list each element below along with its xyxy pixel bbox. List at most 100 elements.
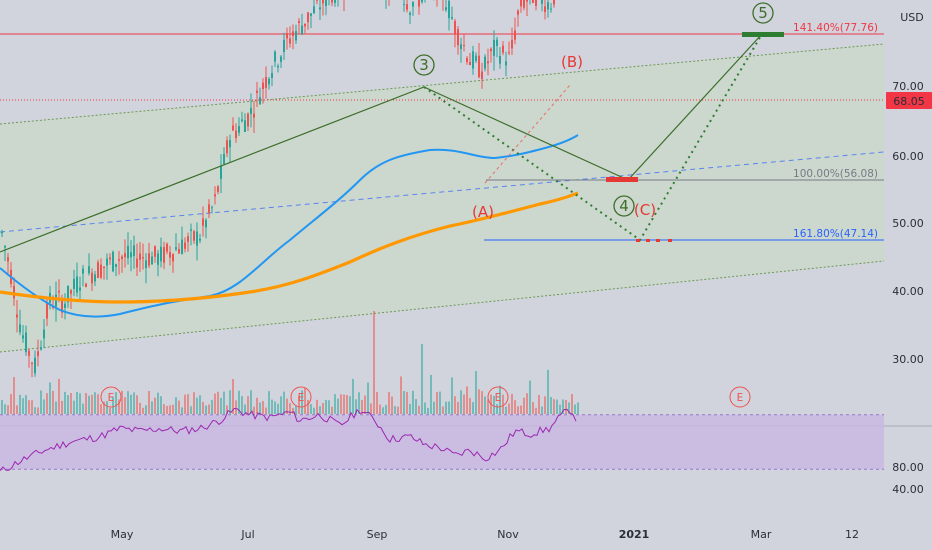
volume-bar xyxy=(217,391,219,414)
volume-bar xyxy=(556,399,558,414)
volume-bar xyxy=(82,403,84,414)
volume-bar xyxy=(553,399,555,414)
volume-bar xyxy=(91,394,93,414)
volume-bar xyxy=(169,405,171,414)
candle-body xyxy=(292,31,294,36)
candle-body xyxy=(136,258,138,268)
wave-5-projection-line xyxy=(627,33,763,181)
candle-body xyxy=(127,245,129,259)
volume-bar xyxy=(166,405,168,414)
volume-bar xyxy=(277,403,279,414)
candle-body xyxy=(274,51,276,62)
candle-body xyxy=(211,207,213,209)
volume-bar xyxy=(385,405,387,414)
wave-3-label-circle xyxy=(413,54,435,76)
volume-bar xyxy=(55,401,57,414)
volume-bar xyxy=(94,392,96,414)
candle-body xyxy=(244,120,246,133)
volume-bar xyxy=(538,394,540,414)
volume-bar xyxy=(1,399,3,414)
candle-body xyxy=(25,332,27,353)
price-tick-label: 30.00 xyxy=(892,353,924,366)
candle-body xyxy=(526,0,528,2)
volume-bar xyxy=(202,401,204,414)
candle-body xyxy=(16,314,18,318)
volume-bar xyxy=(442,406,444,414)
volume-bar xyxy=(367,382,369,414)
candle-body xyxy=(325,0,327,7)
volume-bar xyxy=(382,407,384,414)
volume-bar xyxy=(262,401,264,414)
last-price-label: 68.05 xyxy=(893,95,925,108)
candle-body xyxy=(37,351,39,357)
rsi-tick-label: 80.00 xyxy=(892,461,924,474)
volume-bar xyxy=(274,401,276,414)
channel-lower-line xyxy=(0,260,885,353)
volume-bar xyxy=(466,386,468,414)
wave-5-label-circle xyxy=(752,2,774,24)
volume-bar xyxy=(391,396,393,414)
candle-body xyxy=(301,25,303,34)
earnings-marker: E xyxy=(737,392,744,404)
volume-bar xyxy=(364,395,366,414)
volume-bar xyxy=(31,400,33,414)
volume-bar xyxy=(472,402,474,414)
price-tick-label: 70.00 xyxy=(892,80,924,93)
volume-bar xyxy=(457,401,459,414)
volume-bar xyxy=(187,394,189,414)
volume-bar xyxy=(61,400,63,414)
volume-bar xyxy=(73,400,75,414)
candle-body xyxy=(517,10,519,15)
candle-body xyxy=(166,243,168,252)
volume-bar xyxy=(487,399,489,414)
volume-bar xyxy=(226,405,228,414)
wave-b-dashed-line xyxy=(484,84,571,184)
rsi-band xyxy=(0,414,884,470)
candle-body xyxy=(190,229,192,231)
volume-bar xyxy=(199,395,201,414)
volume-bar xyxy=(562,399,564,414)
time-tick-label: Nov xyxy=(497,528,519,541)
volume-bar xyxy=(298,396,300,414)
candle-body xyxy=(550,8,552,10)
volume-bar xyxy=(427,407,429,414)
volume-bar xyxy=(256,397,258,414)
volume-bar xyxy=(436,392,438,414)
fib-level-161-label: 161.80%(47.14) xyxy=(793,228,878,240)
candle-body xyxy=(271,73,273,78)
volume-bar xyxy=(190,406,192,414)
volume-bar xyxy=(148,391,150,414)
candle-body xyxy=(475,55,477,61)
volume-bar xyxy=(40,390,42,414)
candle-body xyxy=(463,45,465,47)
volume-bar xyxy=(547,369,549,414)
volume-bar xyxy=(352,378,354,414)
volume-bar xyxy=(76,391,78,414)
time-tick-label: 12 xyxy=(845,528,859,541)
volume-bar xyxy=(184,394,186,414)
volume-bar xyxy=(460,390,462,414)
volume-bar xyxy=(205,405,207,414)
volume-bar xyxy=(154,397,156,414)
earnings-marker: E xyxy=(495,392,502,404)
volume-bar xyxy=(517,406,519,414)
volume-bar xyxy=(430,374,432,414)
volume-bar xyxy=(574,404,576,414)
volume-bar xyxy=(346,395,348,414)
candle-body xyxy=(88,266,90,274)
volume-bar xyxy=(136,395,138,414)
candle-body xyxy=(64,303,66,308)
volume-bar xyxy=(223,391,225,414)
candle-body xyxy=(148,253,150,266)
volume-bar xyxy=(448,401,450,414)
wave-b-label: (B) xyxy=(561,53,583,71)
volume-bar xyxy=(22,398,24,414)
volume-bar xyxy=(220,397,222,414)
volume-bar xyxy=(520,405,522,414)
candle-body xyxy=(544,6,546,12)
volume-bar xyxy=(193,392,195,414)
volume-bar xyxy=(124,397,126,414)
volume-bar xyxy=(172,404,174,414)
candle-body xyxy=(232,125,234,131)
time-tick-label: Jul xyxy=(240,528,254,541)
